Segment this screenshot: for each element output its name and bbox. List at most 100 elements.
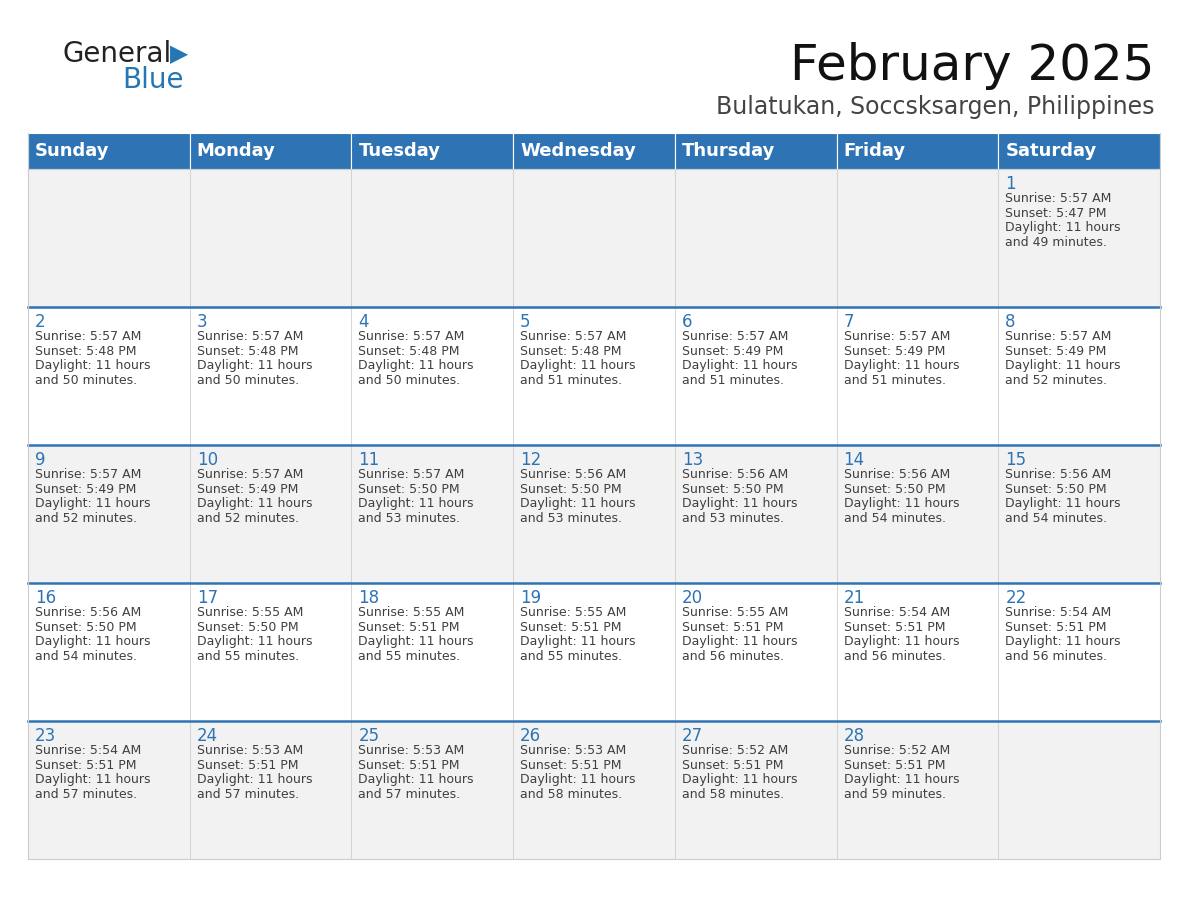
Text: Daylight: 11 hours: Daylight: 11 hours bbox=[34, 360, 151, 373]
Text: Sunset: 5:49 PM: Sunset: 5:49 PM bbox=[1005, 345, 1107, 358]
Text: Sunrise: 5:54 AM: Sunrise: 5:54 AM bbox=[1005, 607, 1112, 620]
Bar bbox=[998, 307, 1159, 445]
Text: Daylight: 11 hours: Daylight: 11 hours bbox=[359, 360, 474, 373]
Text: and 51 minutes.: and 51 minutes. bbox=[843, 374, 946, 387]
Text: and 50 minutes.: and 50 minutes. bbox=[34, 374, 137, 387]
Text: Thursday: Thursday bbox=[682, 142, 776, 160]
Text: and 52 minutes.: and 52 minutes. bbox=[34, 512, 137, 525]
Text: 22: 22 bbox=[1005, 589, 1026, 607]
Text: Sunrise: 5:57 AM: Sunrise: 5:57 AM bbox=[843, 330, 950, 343]
Bar bbox=[190, 721, 352, 859]
Bar bbox=[836, 307, 998, 445]
Text: and 58 minutes.: and 58 minutes. bbox=[682, 788, 784, 801]
Bar bbox=[675, 583, 836, 721]
Text: Sunrise: 5:55 AM: Sunrise: 5:55 AM bbox=[359, 607, 465, 620]
Bar bbox=[836, 169, 998, 307]
Text: Blue: Blue bbox=[122, 66, 183, 94]
Text: Sunset: 5:51 PM: Sunset: 5:51 PM bbox=[682, 759, 783, 772]
Bar bbox=[998, 169, 1159, 307]
Text: Sunset: 5:51 PM: Sunset: 5:51 PM bbox=[520, 759, 621, 772]
Text: 4: 4 bbox=[359, 313, 369, 331]
Text: Sunset: 5:49 PM: Sunset: 5:49 PM bbox=[197, 483, 298, 496]
Bar bbox=[836, 133, 998, 169]
Bar bbox=[352, 133, 513, 169]
Text: and 54 minutes.: and 54 minutes. bbox=[1005, 512, 1107, 525]
Text: 24: 24 bbox=[197, 727, 217, 745]
Text: Sunset: 5:47 PM: Sunset: 5:47 PM bbox=[1005, 207, 1107, 220]
Text: and 56 minutes.: and 56 minutes. bbox=[1005, 650, 1107, 663]
Text: Daylight: 11 hours: Daylight: 11 hours bbox=[1005, 221, 1120, 234]
Text: Sunset: 5:48 PM: Sunset: 5:48 PM bbox=[197, 345, 298, 358]
Text: and 56 minutes.: and 56 minutes. bbox=[843, 650, 946, 663]
Text: Sunrise: 5:56 AM: Sunrise: 5:56 AM bbox=[520, 468, 626, 482]
Text: Daylight: 11 hours: Daylight: 11 hours bbox=[682, 635, 797, 648]
Text: Sunrise: 5:54 AM: Sunrise: 5:54 AM bbox=[843, 607, 950, 620]
Bar bbox=[836, 583, 998, 721]
Text: and 57 minutes.: and 57 minutes. bbox=[34, 788, 137, 801]
Text: Daylight: 11 hours: Daylight: 11 hours bbox=[682, 774, 797, 787]
Text: Sunrise: 5:54 AM: Sunrise: 5:54 AM bbox=[34, 744, 141, 757]
Text: Daylight: 11 hours: Daylight: 11 hours bbox=[1005, 498, 1120, 510]
Bar bbox=[675, 133, 836, 169]
Text: Friday: Friday bbox=[843, 142, 905, 160]
Text: Daylight: 11 hours: Daylight: 11 hours bbox=[197, 360, 312, 373]
Text: Sunrise: 5:53 AM: Sunrise: 5:53 AM bbox=[520, 744, 626, 757]
Text: Daylight: 11 hours: Daylight: 11 hours bbox=[843, 360, 959, 373]
Text: Daylight: 11 hours: Daylight: 11 hours bbox=[682, 498, 797, 510]
Text: and 54 minutes.: and 54 minutes. bbox=[34, 650, 137, 663]
Text: Sunset: 5:50 PM: Sunset: 5:50 PM bbox=[197, 621, 298, 634]
Text: Daylight: 11 hours: Daylight: 11 hours bbox=[1005, 635, 1120, 648]
Bar bbox=[29, 445, 190, 583]
Text: and 50 minutes.: and 50 minutes. bbox=[197, 374, 299, 387]
Text: Sunrise: 5:57 AM: Sunrise: 5:57 AM bbox=[34, 468, 141, 482]
Text: 11: 11 bbox=[359, 451, 380, 469]
Text: and 53 minutes.: and 53 minutes. bbox=[359, 512, 461, 525]
Text: 21: 21 bbox=[843, 589, 865, 607]
Text: Daylight: 11 hours: Daylight: 11 hours bbox=[34, 635, 151, 648]
Bar bbox=[29, 583, 190, 721]
Text: Daylight: 11 hours: Daylight: 11 hours bbox=[843, 635, 959, 648]
Text: 8: 8 bbox=[1005, 313, 1016, 331]
Bar bbox=[352, 721, 513, 859]
Text: February 2025: February 2025 bbox=[790, 42, 1155, 90]
Text: and 58 minutes.: and 58 minutes. bbox=[520, 788, 623, 801]
Text: 28: 28 bbox=[843, 727, 865, 745]
Text: Sunrise: 5:57 AM: Sunrise: 5:57 AM bbox=[197, 330, 303, 343]
Text: Daylight: 11 hours: Daylight: 11 hours bbox=[359, 774, 474, 787]
Text: and 55 minutes.: and 55 minutes. bbox=[197, 650, 299, 663]
Text: and 59 minutes.: and 59 minutes. bbox=[843, 788, 946, 801]
Text: 18: 18 bbox=[359, 589, 379, 607]
Text: Sunrise: 5:57 AM: Sunrise: 5:57 AM bbox=[1005, 193, 1112, 206]
Text: Sunset: 5:48 PM: Sunset: 5:48 PM bbox=[520, 345, 621, 358]
Text: Daylight: 11 hours: Daylight: 11 hours bbox=[359, 635, 474, 648]
Text: and 51 minutes.: and 51 minutes. bbox=[682, 374, 784, 387]
Bar bbox=[190, 133, 352, 169]
Text: Daylight: 11 hours: Daylight: 11 hours bbox=[843, 774, 959, 787]
Text: Sunset: 5:51 PM: Sunset: 5:51 PM bbox=[359, 621, 460, 634]
Bar bbox=[190, 445, 352, 583]
Text: Wednesday: Wednesday bbox=[520, 142, 636, 160]
Text: 9: 9 bbox=[34, 451, 45, 469]
Text: Sunrise: 5:52 AM: Sunrise: 5:52 AM bbox=[843, 744, 950, 757]
Text: and 55 minutes.: and 55 minutes. bbox=[520, 650, 623, 663]
Bar bbox=[29, 721, 190, 859]
Text: and 53 minutes.: and 53 minutes. bbox=[682, 512, 784, 525]
Text: Sunrise: 5:56 AM: Sunrise: 5:56 AM bbox=[843, 468, 950, 482]
Text: Sunset: 5:50 PM: Sunset: 5:50 PM bbox=[1005, 483, 1107, 496]
Text: Tuesday: Tuesday bbox=[359, 142, 441, 160]
Text: Sunrise: 5:57 AM: Sunrise: 5:57 AM bbox=[34, 330, 141, 343]
Bar bbox=[29, 133, 190, 169]
Text: Sunset: 5:50 PM: Sunset: 5:50 PM bbox=[34, 621, 137, 634]
Text: Sunset: 5:51 PM: Sunset: 5:51 PM bbox=[682, 621, 783, 634]
Text: Sunrise: 5:53 AM: Sunrise: 5:53 AM bbox=[359, 744, 465, 757]
Bar bbox=[675, 721, 836, 859]
Text: and 51 minutes.: and 51 minutes. bbox=[520, 374, 623, 387]
Text: Sunday: Sunday bbox=[34, 142, 109, 160]
Text: Daylight: 11 hours: Daylight: 11 hours bbox=[520, 360, 636, 373]
Text: Daylight: 11 hours: Daylight: 11 hours bbox=[520, 774, 636, 787]
Bar bbox=[513, 133, 675, 169]
Text: 23: 23 bbox=[34, 727, 56, 745]
Text: 7: 7 bbox=[843, 313, 854, 331]
Bar bbox=[513, 721, 675, 859]
Text: Sunrise: 5:56 AM: Sunrise: 5:56 AM bbox=[1005, 468, 1112, 482]
